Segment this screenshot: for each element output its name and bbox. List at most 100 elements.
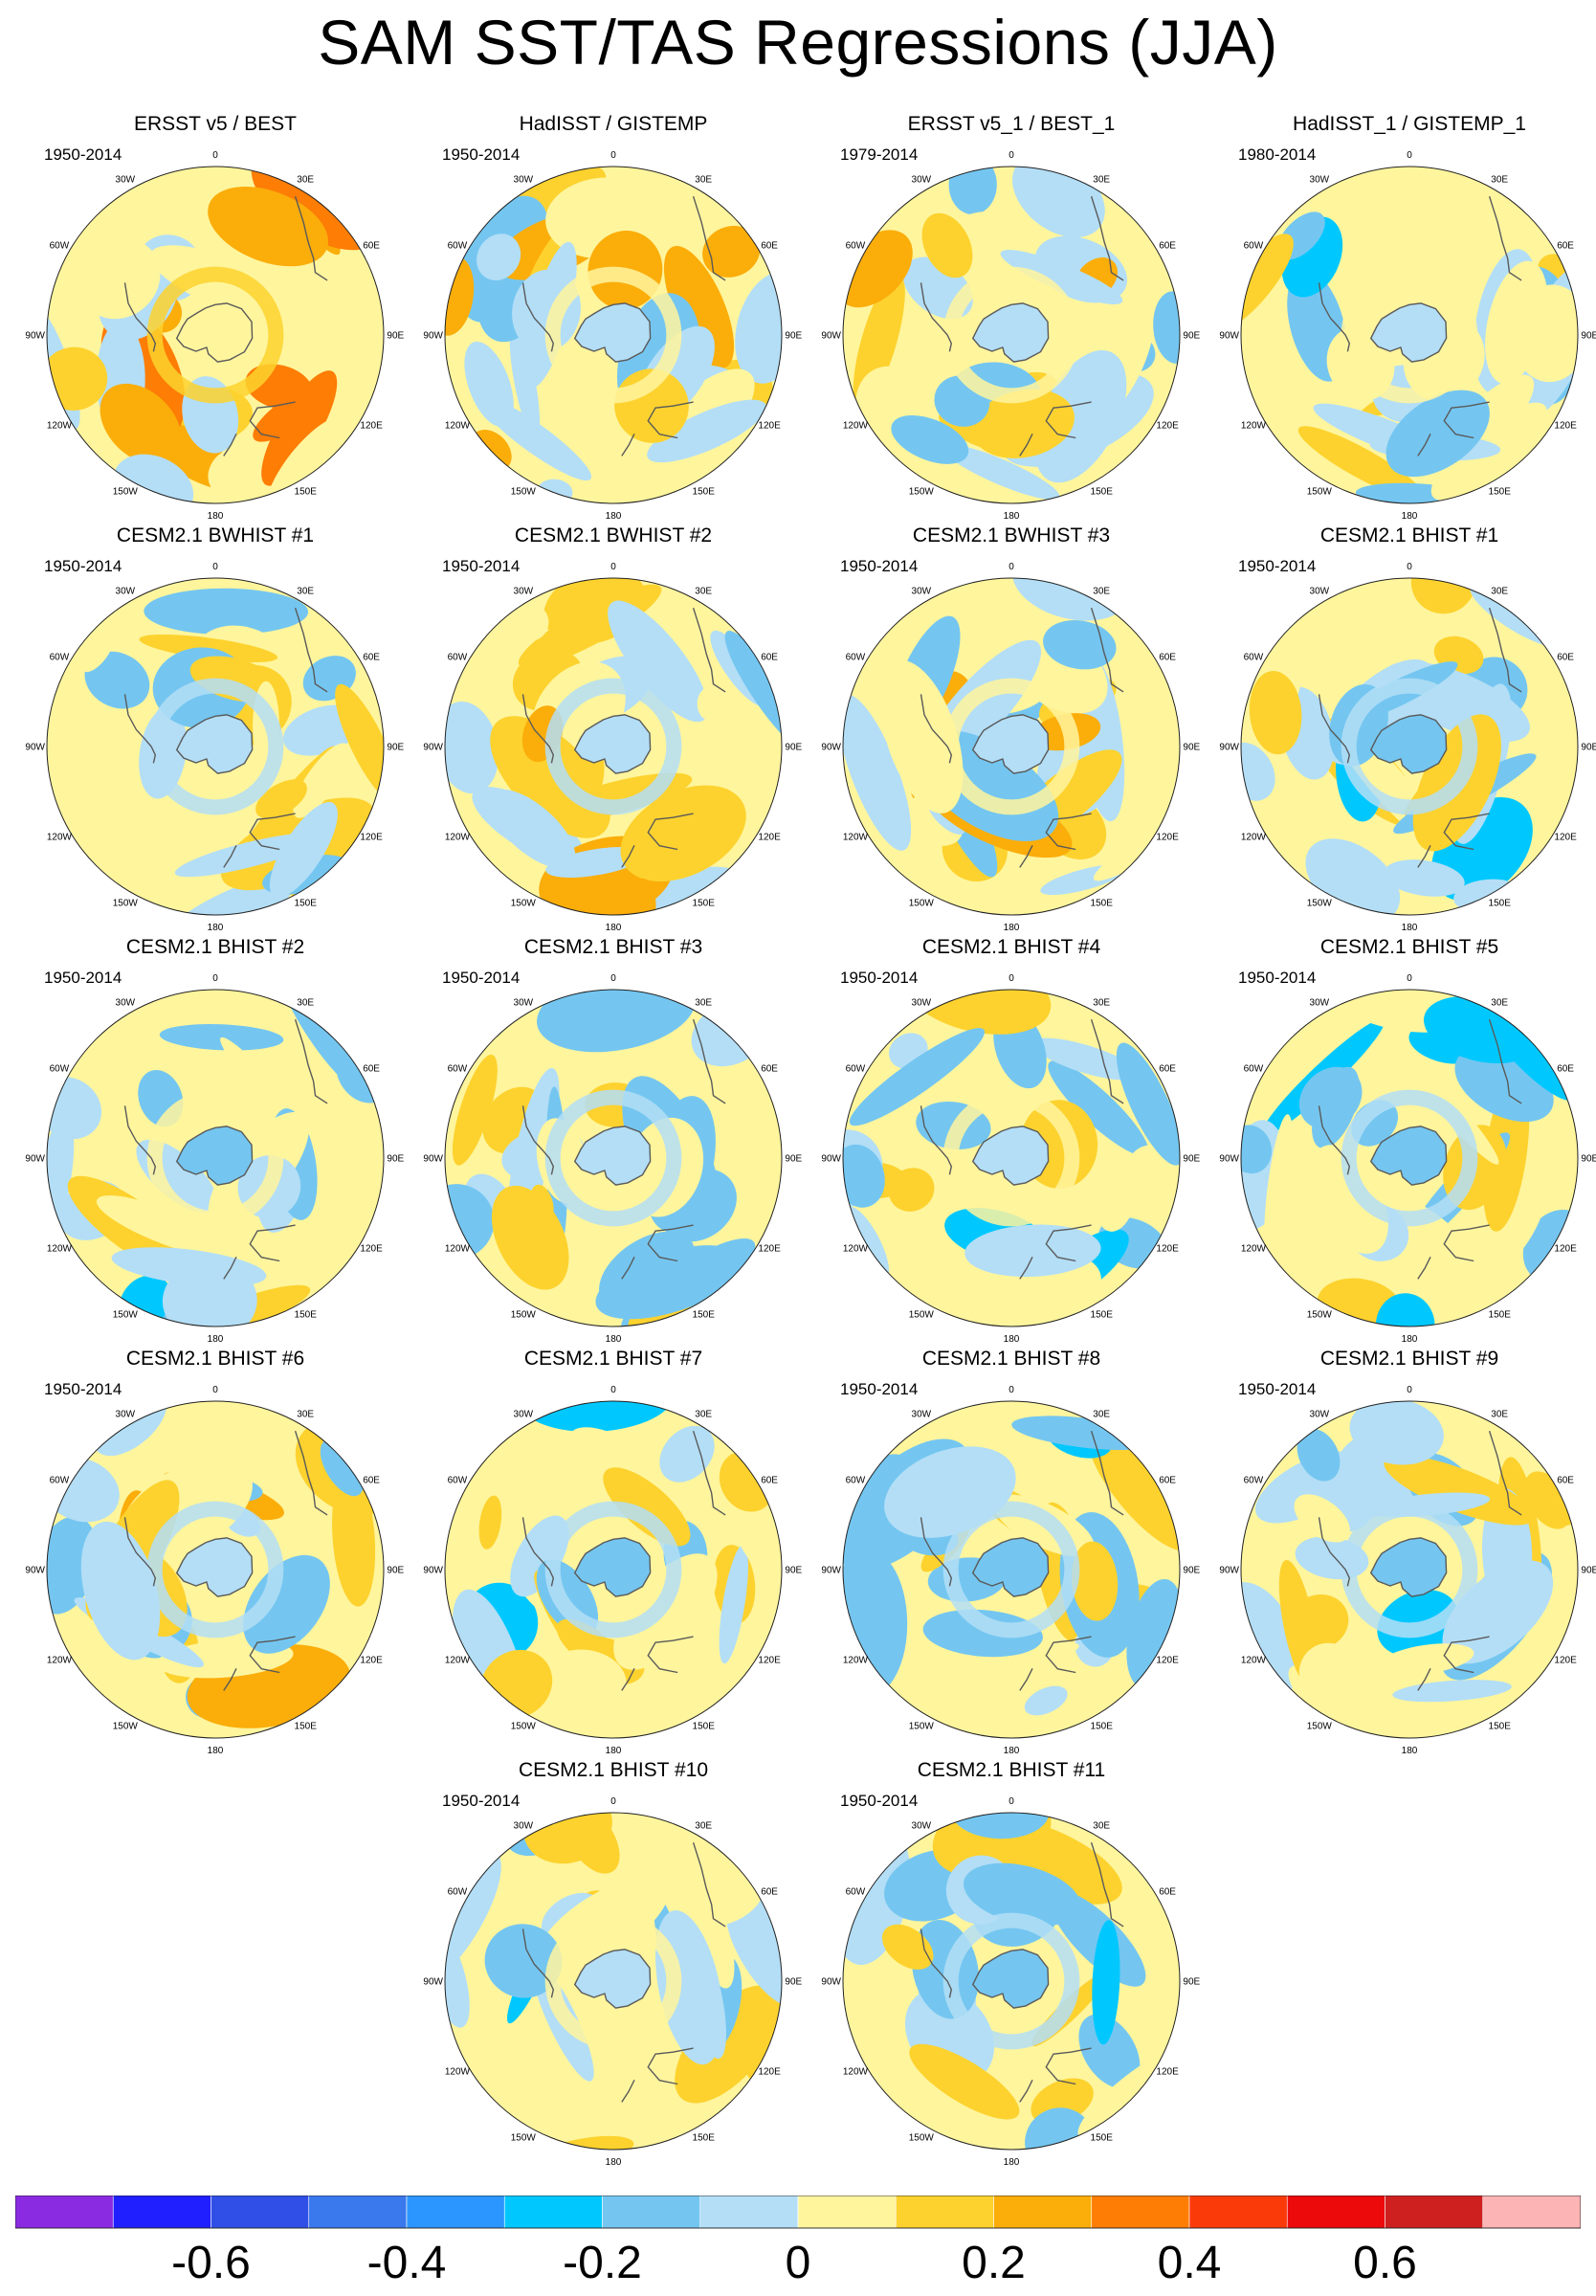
contour-blob — [537, 1649, 627, 1716]
longitude-label: 90W — [423, 1977, 443, 1988]
longitude-label: 150W — [511, 487, 537, 498]
coastline — [647, 1224, 694, 1262]
longitude-label: 120E — [758, 2067, 781, 2078]
panel-title: HadISST_1 / GISTEMP_1 — [1293, 113, 1526, 135]
contour-blob — [941, 443, 1060, 501]
longitude-label: 60E — [1159, 1475, 1176, 1485]
longitude-label: 30W — [514, 1820, 534, 1831]
coastline — [123, 1105, 157, 1175]
coastline — [1443, 401, 1490, 439]
longitude-label: 120W — [843, 1656, 869, 1666]
longitude-label: 120E — [1156, 1244, 1179, 1255]
polar-panel: CESM2.1 BHIST #1 1950-2014 0 30E 60E 90E 120E 1… — [1211, 524, 1596, 933]
longitude-label: 120E — [1554, 1656, 1577, 1666]
longitude-label: 120E — [1156, 833, 1179, 843]
panel-title: CESM2.1 BWHIST #3 — [912, 524, 1111, 546]
contour-blob — [499, 2012, 535, 2085]
longitude-label: 30E — [297, 997, 314, 1008]
coastline — [1045, 2047, 1092, 2085]
longitude-label: 120E — [1554, 1244, 1577, 1255]
longitude-label: 90E — [387, 1566, 404, 1576]
contour-blob — [1088, 1429, 1180, 1551]
contour-blob — [523, 1813, 612, 1864]
longitude-label: 180 — [1004, 1334, 1020, 1345]
longitude-label: 120E — [758, 1656, 781, 1666]
contour-blob — [603, 1467, 691, 1547]
coastline — [223, 844, 237, 868]
contour-blob — [243, 1554, 330, 1654]
colorbar-swatch — [699, 2196, 799, 2229]
polar-map: 0 30E 60E 90E 120E 150E 180 150W 120W 90W 60W 30W — [821, 973, 1200, 1345]
contour-field — [843, 578, 1180, 915]
longitude-label: 60E — [1557, 1063, 1574, 1074]
map-frame — [46, 166, 385, 504]
contour-blob — [1000, 250, 1123, 304]
longitude-label: 30W — [1310, 997, 1330, 1008]
antarctica-coastline — [573, 1949, 652, 2009]
antarctica-coastline — [971, 1949, 1050, 2009]
longitude-label: 90E — [1183, 331, 1200, 342]
coastline — [1090, 1018, 1124, 1104]
contour-blob — [843, 694, 912, 851]
longitude-label: 150W — [909, 2133, 935, 2144]
longitude-label: 150W — [113, 1722, 139, 1732]
panel-title: ERSST v5 / BEST — [134, 113, 297, 135]
longitude-label: 30W — [912, 1409, 932, 1419]
contour-blob — [144, 588, 309, 635]
longitude-label: 60W — [846, 652, 866, 662]
longitude-label: 30W — [116, 1409, 136, 1419]
longitude-label: 60E — [363, 652, 380, 662]
longitude-label: 0 — [1407, 562, 1412, 572]
panel-title: CESM2.1 BHIST #2 — [125, 936, 305, 958]
longitude-label: 90E — [1183, 1977, 1200, 1988]
longitude-label: 90W — [25, 331, 45, 342]
longitude-label: 150E — [295, 487, 318, 498]
longitude-label: 150E — [1489, 899, 1512, 909]
contour-blob — [909, 2043, 1020, 2120]
antarctica-coastline — [971, 302, 1050, 363]
longitude-label: 60W — [448, 240, 468, 251]
coastline — [521, 1517, 555, 1587]
longitude-label: 60W — [1244, 1063, 1264, 1074]
contour-band — [942, 266, 1080, 404]
contour-blob — [478, 1495, 502, 1549]
longitude-label: 150E — [693, 2133, 716, 2144]
longitude-label: 90W — [1219, 1154, 1239, 1165]
longitude-label: 90W — [25, 1566, 45, 1576]
longitude-label: 120W — [1241, 833, 1267, 843]
colorbar-tick-label: 0 — [786, 2238, 811, 2287]
colorbar-swatch — [211, 2196, 310, 2229]
longitude-label: 90W — [821, 1977, 841, 1988]
antarctica-coastline — [573, 714, 652, 774]
polar-map: 0 30E 60E 90E 120E 150E 180 150W 120W 90W 60W 30W — [821, 562, 1200, 933]
polar-map: 0 30E 60E 90E 120E 150E 180 150W 120W 90W 60W 30W — [1219, 973, 1596, 1345]
coastline — [1019, 1256, 1033, 1280]
longitude-label: 30E — [1093, 997, 1110, 1008]
contour-blob — [675, 1985, 782, 2104]
panel-title: CESM2.1 BHIST #1 — [1319, 524, 1499, 546]
longitude-label: 150W — [113, 487, 139, 498]
panel-title: CESM2.1 BWHIST #1 — [116, 524, 315, 546]
longitude-label: 90W — [821, 331, 841, 342]
longitude-label: 120E — [1554, 421, 1577, 432]
contour-blob — [1048, 1060, 1149, 1156]
longitude-label: 150W — [511, 2133, 537, 2144]
longitude-label: 150W — [511, 1722, 537, 1732]
longitude-label: 30E — [1093, 1820, 1110, 1831]
longitude-label: 60W — [50, 1063, 70, 1074]
contour-blob — [255, 779, 307, 819]
longitude-label: 0 — [212, 562, 218, 572]
antarctica-coastline — [1369, 302, 1448, 363]
contour-blob — [1410, 578, 1475, 614]
polar-panel: CESM2.1 BHIST #5 1950-2014 0 30E 60E 90E 120E 1… — [1211, 936, 1596, 1345]
longitude-label: 60E — [761, 652, 778, 662]
colorbar-tick-label: 0.4 — [1158, 2238, 1222, 2287]
panel-period: 1979-2014 — [840, 145, 919, 164]
contour-band — [942, 1912, 1080, 2050]
contour-blob — [293, 743, 350, 818]
longitude-label: 120W — [47, 833, 73, 843]
longitude-label: 90E — [1581, 1566, 1596, 1576]
contour-blob — [154, 877, 294, 915]
longitude-label: 120W — [47, 421, 73, 432]
antarctica-coastline — [971, 714, 1050, 774]
